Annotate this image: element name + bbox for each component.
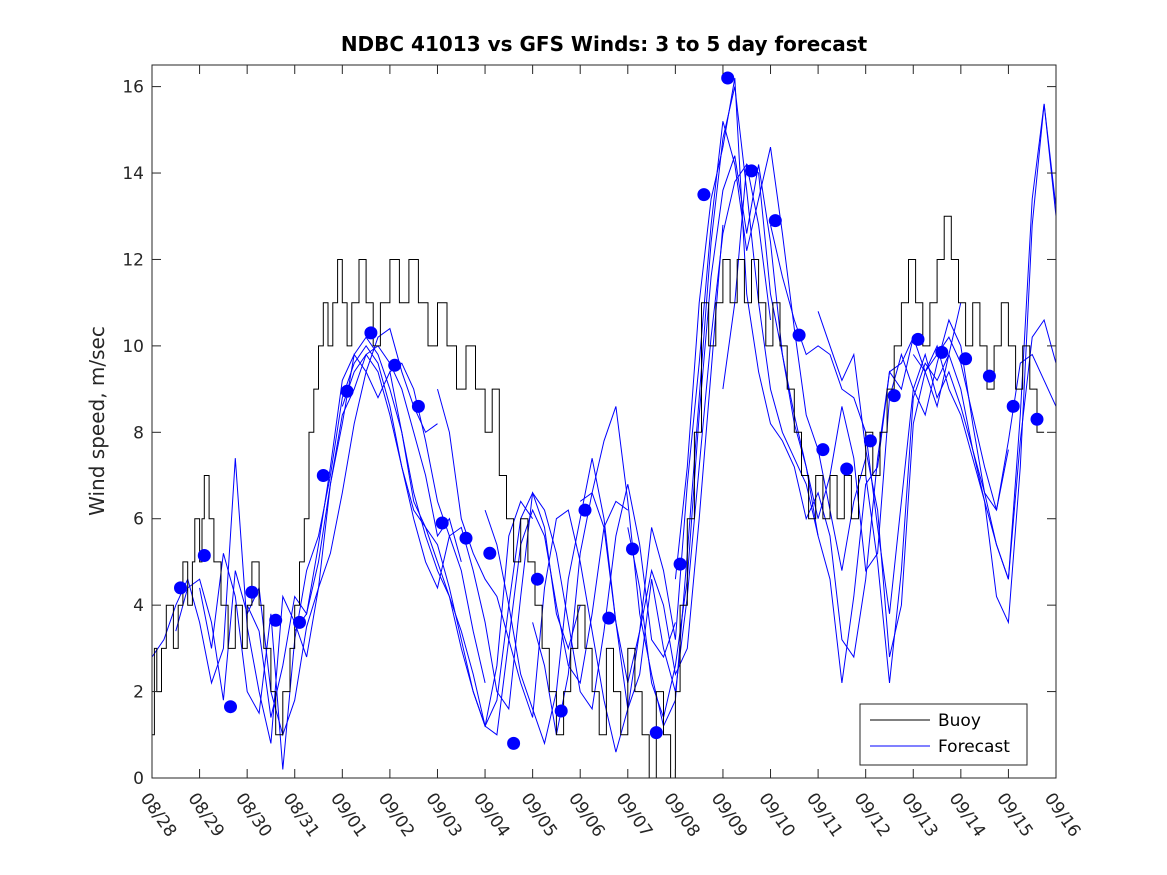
forecast-marker [245, 585, 259, 599]
forecast-marker [792, 328, 806, 342]
forecast-marker [863, 434, 877, 448]
forecast-line-12 [627, 155, 914, 720]
y-tick-label: 4 [133, 596, 144, 616]
forecast-marker [626, 542, 639, 556]
forecast-marker [1006, 399, 1020, 413]
forecast-marker [197, 549, 211, 562]
forecast-marker [935, 345, 949, 359]
y-tick-label: 2 [133, 683, 144, 703]
plot-background [152, 65, 1056, 778]
y-tick-label: 6 [133, 510, 144, 530]
forecast-marker [721, 71, 735, 85]
forecast-line-16 [817, 103, 1056, 658]
forecast-marker [388, 358, 402, 372]
forecast-marker [554, 704, 568, 718]
forecast-marker [602, 611, 616, 625]
forecast-marker [530, 572, 544, 586]
legend-box [859, 703, 1028, 766]
y-tick-label: 10 [122, 337, 144, 357]
forecast-marker [435, 516, 449, 530]
y-tick-label: 0 [133, 769, 144, 789]
forecast-marker [911, 332, 925, 346]
y-tick-label: 12 [122, 250, 144, 270]
legend: Buoy Forecast [859, 703, 1028, 766]
legend-buoy-label: Buoy [938, 711, 981, 731]
forecast-line-2 [175, 345, 462, 737]
forecast-marker [745, 164, 758, 178]
forecast-marker [1030, 412, 1044, 426]
forecast-marker [293, 615, 306, 629]
forecast-marker [649, 726, 663, 740]
forecast-marker [269, 613, 283, 627]
y-tick-label: 16 [122, 78, 144, 98]
forecast-marker [507, 736, 521, 750]
y-axis-label: Wind speed, m/sec [85, 326, 109, 516]
forecast-line-7 [389, 362, 676, 711]
forecast-marker [982, 369, 996, 383]
forecast-marker [364, 326, 378, 340]
forecast-marker [887, 389, 901, 403]
buoy-line [152, 215, 1045, 778]
forecast-marker [483, 546, 497, 560]
forecast-marker [959, 352, 973, 366]
marker-group [174, 71, 1044, 750]
forecast-marker [459, 531, 473, 545]
forecast-marker [673, 557, 687, 571]
forecast-marker [768, 214, 782, 228]
forecast-line-14 [722, 163, 1009, 572]
forecast-line-6 [341, 353, 629, 736]
forecast-marker [411, 399, 425, 413]
chart-title: NDBC 41013 vs GFS Winds: 3 to 5 day fore… [341, 32, 868, 56]
y-tick-label: 8 [133, 423, 144, 443]
forecast-marker [578, 503, 592, 517]
forecast-marker [174, 581, 187, 595]
plot-area [152, 65, 1056, 778]
forecast-line-3 [199, 345, 486, 770]
forecast-marker [697, 188, 711, 202]
forecast-marker [224, 700, 237, 714]
buoy-series-group [152, 215, 1045, 778]
y-tick-label: 14 [122, 164, 144, 184]
forecast-line-8 [437, 224, 724, 753]
axes-box [151, 64, 1057, 779]
forecast-line-17 [865, 318, 1056, 683]
legend-forecast-label: Forecast [938, 737, 1010, 757]
forecast-marker [840, 462, 854, 476]
forecast-marker [340, 384, 354, 398]
forecast-marker [816, 443, 830, 457]
forecast-marker [316, 469, 330, 482]
